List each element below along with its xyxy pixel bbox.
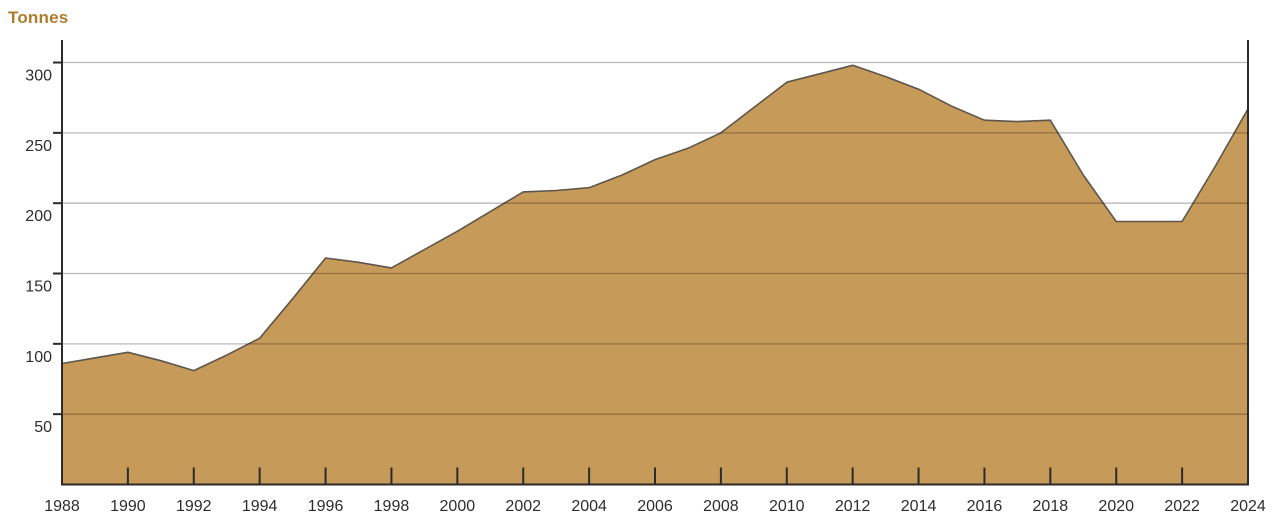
y-tick-label: 200 bbox=[25, 208, 52, 225]
y-tick-label: 300 bbox=[25, 68, 52, 85]
x-tick-label: 2022 bbox=[1164, 498, 1200, 515]
y-tick-label: 250 bbox=[25, 138, 52, 155]
y-tick-label: 100 bbox=[25, 349, 52, 366]
x-tick-label: 2004 bbox=[571, 498, 607, 515]
chart-title: Tonnes bbox=[8, 8, 69, 27]
x-tick-label: 2010 bbox=[769, 498, 805, 515]
x-tick-label: 2008 bbox=[703, 498, 739, 515]
x-tick-label: 2000 bbox=[440, 498, 476, 515]
x-tick-label: 2002 bbox=[505, 498, 541, 515]
x-tick-label: 2012 bbox=[835, 498, 871, 515]
x-tick-label: 1996 bbox=[308, 498, 344, 515]
y-tick-label: 50 bbox=[34, 419, 52, 436]
x-tick-label: 1988 bbox=[44, 498, 80, 515]
x-tick-label: 1992 bbox=[176, 498, 212, 515]
area-series-line bbox=[61, 64, 1249, 372]
x-tick-label: 2024 bbox=[1230, 498, 1266, 515]
x-tick-label: 2016 bbox=[967, 498, 1003, 515]
x-tick-label: 2020 bbox=[1098, 498, 1134, 515]
y-tick-label: 150 bbox=[25, 279, 52, 296]
x-tick-label: 1990 bbox=[110, 498, 146, 515]
x-tick-label: 2006 bbox=[637, 498, 673, 515]
x-tick-label: 1998 bbox=[374, 498, 410, 515]
x-tick-label: 2018 bbox=[1033, 498, 1069, 515]
x-tick-label: 2014 bbox=[901, 498, 937, 515]
x-tick-label: 1994 bbox=[242, 498, 278, 515]
area-series-fill bbox=[62, 65, 1248, 485]
